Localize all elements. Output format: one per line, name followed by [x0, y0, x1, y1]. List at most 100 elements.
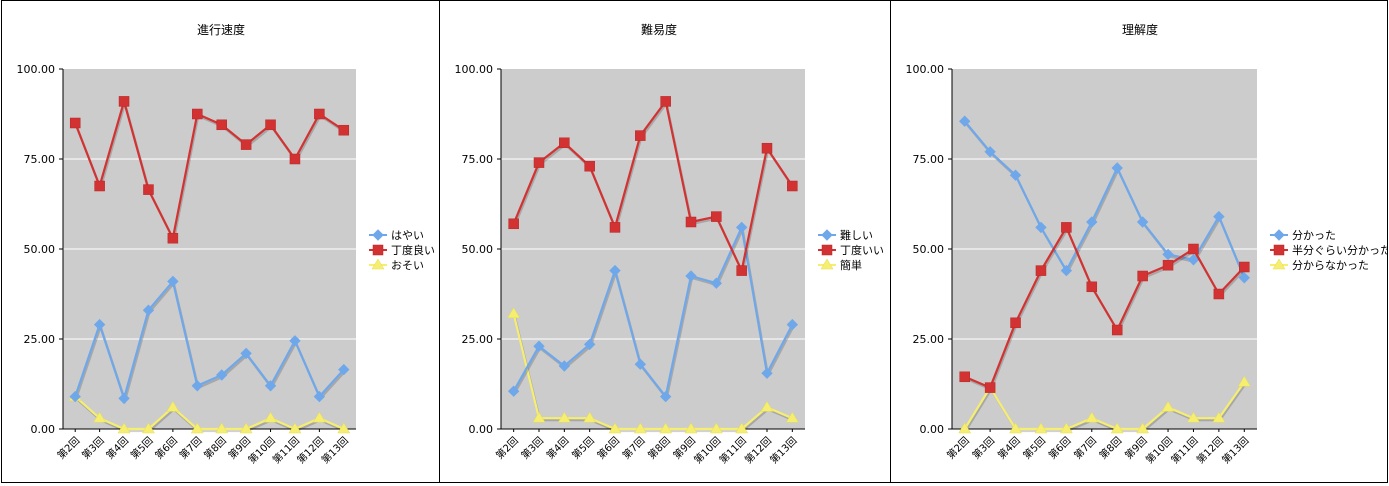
legend-label: おそい — [391, 259, 424, 272]
data-point — [1162, 259, 1174, 271]
series-1 — [959, 222, 1250, 393]
data-point — [289, 335, 301, 347]
data-point — [264, 411, 277, 423]
data-point — [660, 96, 671, 107]
legend-marker — [820, 258, 834, 270]
data-point — [1136, 422, 1150, 434]
data-point — [786, 318, 799, 331]
x-tick-label: 第5回 — [128, 434, 156, 462]
legend-entry-1: 丁度良い — [369, 243, 435, 257]
legend-entry-0: 分かった — [1270, 229, 1336, 242]
data-point — [167, 275, 179, 288]
x-tick-label: 第2回 — [944, 434, 972, 462]
data-point — [190, 422, 204, 434]
series-line — [74, 280, 345, 400]
data-point — [1085, 411, 1099, 423]
data-point — [215, 422, 229, 434]
y-tick-label: 25.00 — [462, 333, 494, 346]
data-point — [338, 363, 350, 376]
legend-label: 分からなかった — [1292, 259, 1369, 272]
data-point — [761, 142, 773, 154]
x-tick-label: 第7回 — [1071, 434, 1099, 462]
legend-entry-0: はやい — [369, 229, 424, 242]
data-point — [1010, 317, 1021, 329]
y-tick-label: 25.00 — [24, 333, 56, 346]
series-line — [964, 226, 1246, 389]
data-point — [507, 307, 521, 319]
legend-marker — [1273, 244, 1285, 256]
x-tick-label: 第5回 — [1020, 434, 1048, 462]
x-tick-label: 第4回 — [995, 434, 1023, 462]
data-point — [959, 371, 970, 383]
data-point — [1137, 270, 1148, 282]
line-chart-speed: 進行速度 0.00 25.00 50.00 75.00 100.00 第2回第3回第4回第5… — [17, 22, 436, 466]
data-point — [1111, 162, 1123, 174]
y-tick-label: 75.00 — [462, 153, 494, 166]
series-line — [74, 100, 345, 240]
chart-title: 進行速度 — [197, 22, 245, 37]
data-point — [1187, 411, 1200, 423]
legend-marker — [372, 229, 384, 241]
data-point — [1213, 210, 1225, 223]
data-point — [659, 390, 672, 403]
data-point — [167, 232, 179, 244]
x-tick-label: 第8回 — [1096, 434, 1124, 462]
data-point — [142, 304, 155, 316]
data-point — [93, 411, 107, 423]
data-point — [1111, 324, 1123, 336]
data-point — [1086, 216, 1098, 228]
data-point — [338, 124, 350, 136]
x-tick-label: 第7回 — [620, 434, 648, 462]
legend-marker — [821, 244, 833, 256]
legend-marker — [821, 229, 833, 241]
data-point — [559, 137, 570, 149]
data-point — [1213, 288, 1225, 300]
legend-marker — [1272, 258, 1286, 270]
data-point — [166, 400, 180, 412]
x-tick-label: 第8回 — [201, 434, 229, 462]
data-point — [608, 422, 622, 434]
data-point — [1059, 422, 1073, 434]
legend-entry-2: 簡単 — [818, 258, 862, 272]
data-point — [1162, 248, 1174, 261]
data-point — [633, 422, 647, 434]
x-tick-label: 第6回 — [1046, 434, 1074, 462]
legend-label: 分かった — [1292, 229, 1336, 242]
y-tick-label: 75.00 — [24, 153, 56, 166]
data-point — [1110, 422, 1124, 434]
series-0 — [69, 275, 350, 405]
legend-entry-0: 難しい — [818, 229, 873, 242]
x-tick-label: 第12回 — [742, 434, 774, 466]
data-point — [142, 422, 155, 434]
series-2 — [958, 375, 1251, 434]
y-tick-label: 0.00 — [920, 423, 945, 436]
data-point — [192, 108, 203, 120]
data-point — [1237, 375, 1251, 387]
data-point — [1086, 281, 1098, 293]
data-point — [761, 367, 773, 379]
data-point — [583, 338, 596, 351]
data-point — [264, 380, 277, 392]
data-point — [958, 422, 972, 434]
legend-entry-2: 分からなかった — [1270, 258, 1369, 272]
data-point — [312, 411, 326, 423]
data-point — [760, 400, 774, 412]
data-point — [709, 422, 723, 434]
data-point — [984, 382, 996, 393]
data-point — [1212, 411, 1226, 423]
data-point — [635, 130, 646, 141]
series-2 — [68, 390, 351, 434]
data-point — [634, 358, 647, 370]
series-line — [512, 313, 793, 431]
data-point — [685, 216, 697, 228]
y-tick-label: 100.00 — [17, 63, 56, 76]
series-2 — [507, 307, 799, 434]
x-tick-label: 第4回 — [103, 434, 131, 462]
x-tick-label: 第2回 — [54, 434, 82, 462]
data-point — [736, 265, 747, 276]
x-tick-label: 第7回 — [177, 434, 205, 462]
data-point — [1034, 422, 1048, 434]
x-tick-label: 第3回 — [518, 434, 546, 462]
data-point — [735, 422, 749, 434]
